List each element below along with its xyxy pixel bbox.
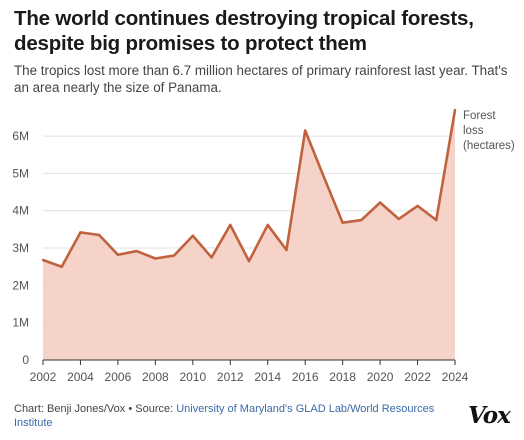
x-tick-label: 2008 xyxy=(142,370,169,384)
x-tick-label: 2024 xyxy=(442,370,469,384)
chart-title: The world continues destroying tropical … xyxy=(14,7,474,55)
forest-loss-area xyxy=(43,110,455,360)
data-point xyxy=(285,248,288,252)
y-tick-label: 0 xyxy=(22,353,29,367)
y-tick-label: 4M xyxy=(12,204,29,218)
data-point xyxy=(172,254,176,257)
x-tick-label: 2022 xyxy=(404,370,431,384)
y-tick-label: 3M xyxy=(12,241,29,255)
footer-credit: Chart: Benji Jones/Vox • Source: xyxy=(14,403,177,415)
y-tick-label: 2M xyxy=(12,278,29,292)
chart-footer: Chart: Benji Jones/Vox • Source: Univers… xyxy=(14,402,454,430)
data-point xyxy=(397,217,401,221)
data-point xyxy=(247,259,251,263)
data-point xyxy=(341,221,344,224)
data-point xyxy=(266,223,269,227)
series-legend-label: (hectares) xyxy=(463,140,515,152)
data-point xyxy=(378,201,382,204)
data-point xyxy=(116,253,120,256)
series-legend-label: loss xyxy=(463,125,484,137)
vox-logo: Vox xyxy=(468,402,511,429)
data-point xyxy=(60,265,63,268)
x-tick-label: 2018 xyxy=(329,370,356,384)
data-point xyxy=(135,249,138,253)
x-tick-label: 2016 xyxy=(292,370,319,384)
y-tick-label: 6M xyxy=(12,129,29,143)
data-point xyxy=(191,234,195,237)
data-point xyxy=(360,218,363,222)
data-point xyxy=(79,231,82,234)
x-tick-label: 2020 xyxy=(367,370,394,384)
x-tick-label: 2010 xyxy=(179,370,206,384)
x-tick-label: 2006 xyxy=(105,370,132,384)
data-point xyxy=(453,108,457,112)
data-point xyxy=(97,233,101,237)
series-legend-label: Forest xyxy=(463,110,496,122)
data-point xyxy=(322,175,326,179)
x-tick-label: 2002 xyxy=(30,370,57,384)
data-point xyxy=(229,223,232,227)
y-tick-label: 1M xyxy=(12,316,29,330)
data-point xyxy=(154,257,157,260)
chart-subtitle: The tropics lost more than 6.7 million h… xyxy=(14,63,508,95)
x-tick-label: 2014 xyxy=(254,370,281,384)
data-point xyxy=(435,218,438,222)
data-point xyxy=(416,204,419,208)
data-point xyxy=(210,256,213,259)
data-point xyxy=(303,129,307,132)
data-point xyxy=(41,258,45,262)
x-tick-label: 2012 xyxy=(217,370,244,384)
y-tick-label: 5M xyxy=(12,166,29,180)
source-link[interactable]: University of Maryland's GLAD Lab/World … xyxy=(14,403,435,429)
x-tick-label: 2004 xyxy=(67,370,94,384)
